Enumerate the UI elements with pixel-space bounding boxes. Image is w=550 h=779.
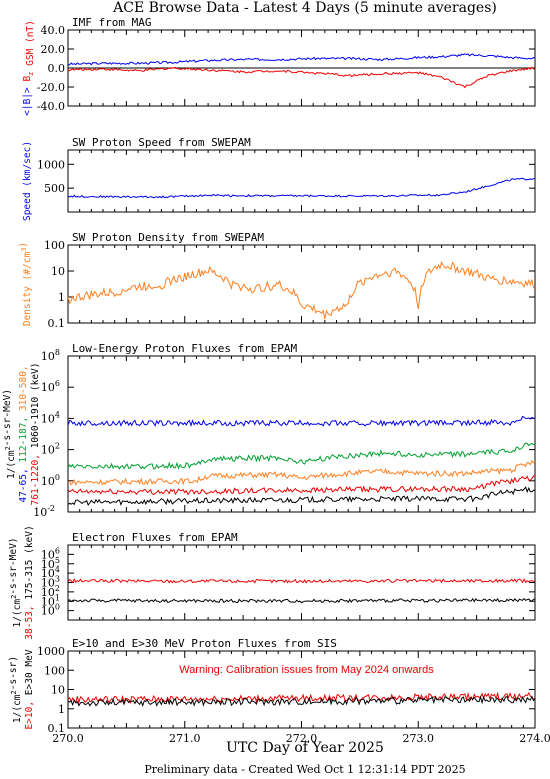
y-tick-label: 0.0 <box>48 62 66 75</box>
y-axis-label: Speed (km/sec) <box>22 141 33 221</box>
y-axis-label: 1/(cm2-s-sr) <box>8 656 23 723</box>
y-axis-label: Density (#/cm3) <box>18 242 33 326</box>
footer-note: Preliminary data - Created Wed Oct 1 12:… <box>144 763 465 776</box>
y-tick-label: 104 <box>41 410 60 425</box>
y-axis-label: <|B|> Bz GSM (nT) <box>22 20 36 116</box>
panel-annotation: Warning: Calibration issues from May 202… <box>179 664 434 676</box>
y-tick-label: 500 <box>44 182 65 195</box>
plot-frame <box>67 544 536 621</box>
panel-title: Electron Fluxes from EPAM <box>72 531 238 544</box>
series-line-green <box>67 442 536 470</box>
panel-6: E>10 and E>30 MeV Proton Fluxes from SIS… <box>8 637 550 745</box>
y-axis-label: 761-1220, 1060-1910 (keV) <box>30 363 41 506</box>
y-axis-label: 1/(cm2-s-sr-MeV) <box>8 537 23 627</box>
panel-4: Low-Energy Proton Fluxes from EPAM 108 106… <box>2 342 536 519</box>
series-line-orange <box>67 261 536 320</box>
y-axis-label: 38-53, 175-315 (keV) <box>24 525 35 639</box>
panel-title: E>10 and E>30 MeV Proton Fluxes from SIS <box>72 637 337 650</box>
y-axis-label: 1/(cm2-s-sr-MeV) <box>2 389 17 479</box>
series-line-black <box>67 597 536 604</box>
y-axis-label: E>10, E>30 MeV <box>24 649 35 729</box>
y-tick-label: -40.0 <box>37 100 65 113</box>
y-tick-label: 100 <box>44 664 65 677</box>
y-tick-label: 10 <box>51 265 65 278</box>
series-line-blue <box>67 53 536 66</box>
panel-5: Electron Fluxes from EPAM106105104103102… <box>8 525 536 640</box>
x-tick-label: 274.0 <box>519 732 550 745</box>
series-line-red <box>67 691 536 705</box>
series-line-black <box>67 486 536 507</box>
plot-frame <box>67 244 536 324</box>
y-tick-label: -20.0 <box>37 81 65 94</box>
y-tick-label: 100 <box>41 603 60 618</box>
series-line-red <box>67 475 536 496</box>
series-line-red <box>67 578 536 584</box>
series-line-black <box>67 695 536 708</box>
panel-title: Low-Energy Proton Fluxes from EPAM <box>72 342 298 355</box>
y-tick-label: 108 <box>41 348 60 363</box>
x-tick-label: 271.0 <box>169 732 201 745</box>
y-tick-label: 100 <box>44 239 65 252</box>
y-tick-label: 0.1 <box>48 317 66 330</box>
x-tick-label: 272.0 <box>286 732 318 745</box>
series-line-blue <box>67 415 536 428</box>
series-line-red <box>67 66 536 89</box>
panel-3: SW Proton Density from SWEPAM 100 10 1 0.1 De… <box>18 231 536 330</box>
panel-title: SW Proton Speed from SWEPAM <box>72 136 251 149</box>
y-tick-label: 40.0 <box>41 24 66 37</box>
y-tick-label: 0.1 <box>48 722 66 735</box>
y-tick-label: 10 <box>51 684 65 697</box>
y-axis-label: 47-65, 112-187, 310-580, <box>18 365 29 502</box>
y-tick-label: 1000 <box>37 645 65 658</box>
y-tick-label: 1000 <box>37 158 65 171</box>
y-tick-label: 106 <box>41 379 60 394</box>
plot-frame <box>67 149 536 213</box>
x-axis-label: UTC Day of Year 2025 <box>226 740 384 756</box>
x-tick-label: 273.0 <box>403 732 435 745</box>
series-line-orange <box>67 459 536 487</box>
x-tick-label: 270.0 <box>52 732 84 745</box>
plot-frame <box>67 650 536 729</box>
series-line-blue <box>67 177 536 199</box>
y-tick-label: 20.0 <box>41 43 66 56</box>
panel-1: IMF from MAG 40.0 20.0 0.0 -20.0 -40.0<|B|> B… <box>22 16 536 116</box>
y-tick-label: 1 <box>58 291 65 304</box>
y-tick-label: 100 <box>41 473 60 488</box>
panel-2: SW Proton Speed from SWEPAM 1000 500 Speed … <box>22 136 536 221</box>
panel-title: SW Proton Density from SWEPAM <box>72 231 264 244</box>
chart-title: ACE Browse Data - Latest 4 Days (5 minut… <box>112 0 497 16</box>
y-tick-label: 102 <box>41 442 60 457</box>
y-tick-label: 1 <box>58 703 65 716</box>
panel-title: IMF from MAG <box>72 16 151 29</box>
